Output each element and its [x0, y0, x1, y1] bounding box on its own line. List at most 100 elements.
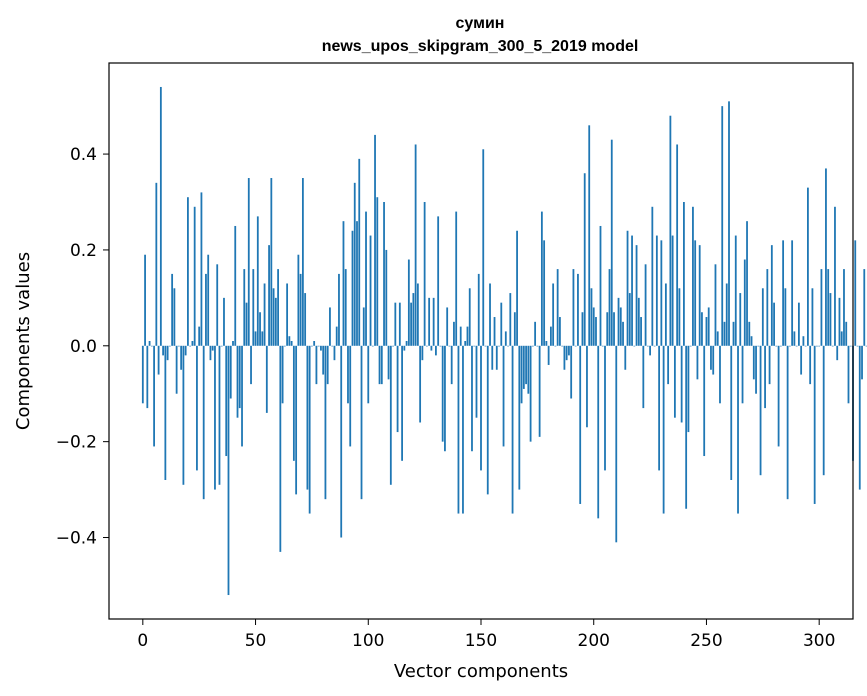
bar [507, 345, 509, 347]
bar [225, 345, 228, 457]
bar [171, 273, 174, 346]
bar [277, 269, 279, 346]
bar [500, 302, 503, 346]
bar [705, 317, 708, 346]
bar [349, 345, 352, 447]
bar [816, 345, 818, 347]
bar [863, 269, 866, 346]
bar [644, 264, 647, 346]
bar [651, 206, 654, 346]
bar [444, 345, 446, 452]
bar [854, 240, 857, 346]
bar [480, 345, 482, 471]
bar [534, 321, 537, 346]
bar [254, 331, 257, 346]
bar [631, 235, 633, 346]
bar [153, 345, 155, 447]
y-tick-label: 0.4 [70, 145, 97, 165]
x-tick-label: 150 [465, 631, 497, 651]
bar [522, 345, 525, 389]
bar [786, 345, 789, 500]
bar [256, 216, 259, 346]
bar [498, 345, 500, 347]
y-tick-label: −0.2 [56, 433, 97, 453]
bar [687, 345, 690, 433]
bar [737, 345, 739, 514]
bar [281, 345, 284, 404]
bar [198, 326, 201, 346]
bar [209, 345, 212, 361]
bar [159, 86, 162, 346]
bar [333, 345, 336, 361]
bar [836, 345, 839, 361]
y-axis-label: Components values [13, 252, 34, 430]
bar [297, 254, 300, 346]
bar [719, 345, 721, 404]
bar [757, 345, 760, 347]
bar [624, 345, 627, 370]
bar [453, 321, 455, 346]
bar [759, 345, 762, 476]
bar [401, 345, 403, 461]
bar [435, 345, 437, 356]
bar [342, 221, 345, 346]
bar [150, 345, 153, 347]
bar [362, 307, 365, 346]
bar [529, 345, 532, 442]
bar [232, 341, 234, 346]
bar [265, 345, 268, 413]
bar [565, 345, 568, 361]
bar [464, 341, 467, 346]
bar [299, 273, 302, 346]
bar [238, 345, 241, 409]
bar [446, 307, 449, 346]
bar [755, 345, 757, 394]
bar [245, 302, 248, 346]
bar [653, 345, 656, 347]
bar [385, 249, 388, 346]
bar [448, 345, 451, 347]
bar [543, 240, 546, 346]
bar [304, 293, 307, 346]
bar [655, 235, 658, 346]
bar [473, 345, 476, 347]
y-tick-label: 0.0 [70, 337, 97, 357]
bar [723, 321, 726, 346]
bar [227, 345, 230, 596]
bar [383, 202, 385, 346]
bar [356, 221, 358, 346]
bar [412, 293, 415, 346]
bar [455, 211, 458, 346]
plot-frame [108, 62, 854, 620]
bar [845, 321, 848, 346]
bar [728, 101, 730, 346]
x-tick-label: 300 [803, 631, 835, 651]
bar [351, 230, 354, 346]
bar [466, 326, 469, 346]
bar [518, 345, 521, 490]
bar [486, 345, 489, 495]
bar [552, 283, 555, 346]
bar [570, 345, 573, 399]
bar [462, 345, 464, 514]
bar [622, 321, 624, 346]
bar [157, 345, 160, 375]
bar [716, 331, 719, 346]
x-tick-label: 0 [137, 631, 148, 651]
bar [554, 345, 557, 347]
bar [766, 269, 769, 346]
bar [834, 206, 836, 346]
bar [283, 345, 286, 347]
bar [586, 345, 588, 428]
bar [608, 269, 611, 346]
bar [236, 345, 239, 418]
bar [813, 345, 816, 504]
bar [410, 302, 413, 346]
bar [683, 202, 685, 346]
bar [669, 115, 672, 346]
x-axis-label: Vector components [394, 661, 568, 682]
bar [752, 345, 755, 380]
bar [811, 288, 814, 346]
bar [750, 336, 753, 346]
